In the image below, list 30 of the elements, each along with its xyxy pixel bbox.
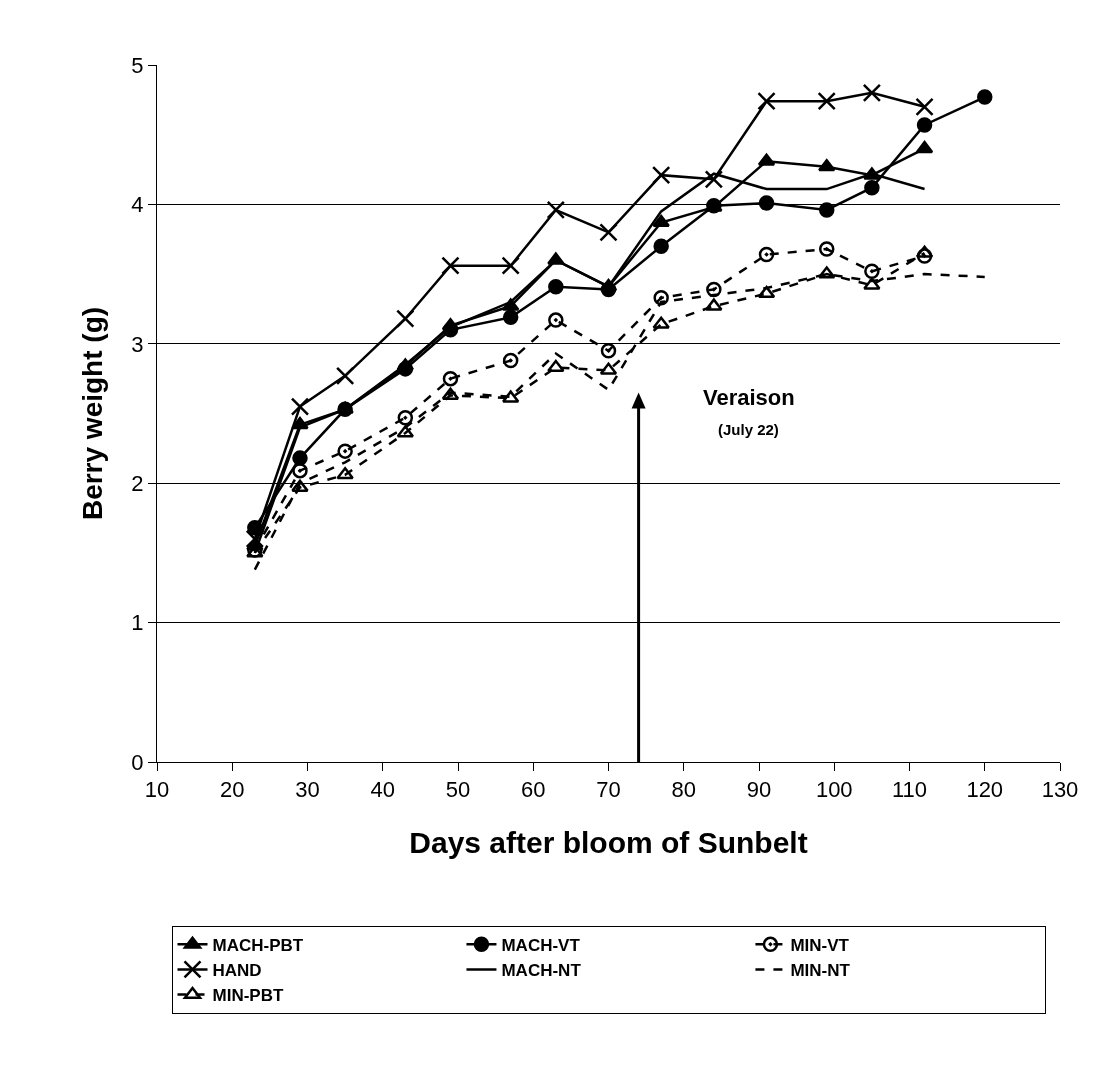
y-tick-label: 5 (131, 52, 144, 78)
x-tick-label: 10 (144, 777, 170, 803)
legend-label: HAND (212, 961, 262, 981)
x-axis-title: Days after bloom of Sunbelt (409, 825, 808, 859)
y-tick-label: 2 (131, 470, 144, 496)
x-tick-label: 70 (596, 777, 621, 803)
x-tick-label: 20 (220, 777, 245, 803)
legend-label: MACH-NT (501, 961, 582, 981)
x-tick-label: 80 (671, 777, 696, 803)
annotation: (July 22) (718, 421, 779, 438)
x-tick-label: 90 (746, 777, 772, 803)
legend-label: MIN-NT (790, 961, 851, 981)
x-tick-label: 120 (966, 777, 1004, 803)
y-tick-label: 0 (131, 749, 144, 775)
x-tick-label: 50 (445, 777, 471, 803)
x-tick-label: 60 (521, 777, 546, 803)
x-tick-label: 130 (1041, 777, 1079, 803)
y-tick-label: 4 (131, 192, 144, 218)
legend-label: MIN-VT (790, 935, 850, 955)
x-tick-label: 100 (815, 777, 853, 803)
legend-label: MACH-VT (501, 935, 581, 955)
y-axis-title: Berry weight (g) (77, 306, 109, 521)
x-tick-label: 40 (370, 777, 395, 803)
legend-label: MACH-PBT (212, 935, 304, 955)
legend-label: MIN-PBT (212, 986, 284, 1006)
ref-line-label: Veraison (703, 385, 795, 410)
y-tick-label: 3 (131, 331, 144, 357)
x-tick-label: 30 (295, 777, 320, 803)
x-tick-label: 110 (891, 777, 928, 803)
y-tick-label: 1 (131, 610, 144, 636)
